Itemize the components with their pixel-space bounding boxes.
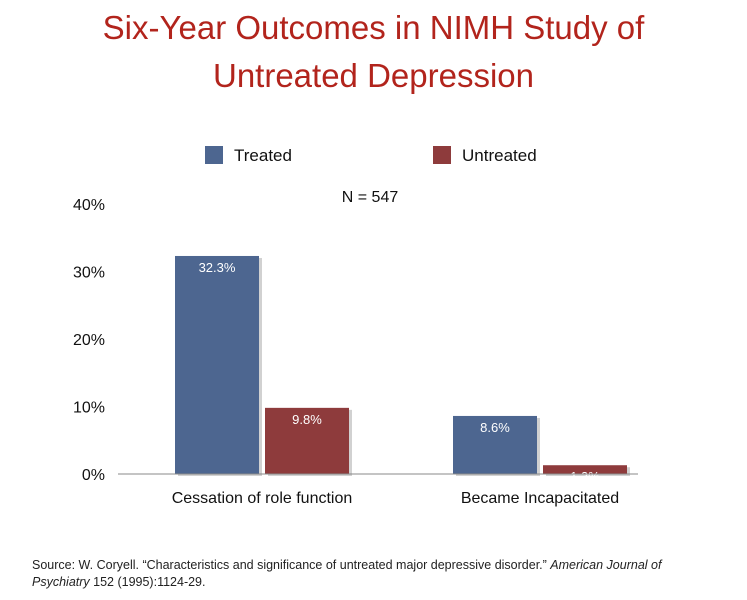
x-tick-label: Became Incapacitated (461, 490, 619, 507)
y-tick-label: 40% (73, 197, 105, 214)
y-tick-label: 0% (82, 467, 105, 484)
bar-value-label: 8.6% (480, 420, 510, 435)
bar (453, 415, 537, 474)
chart-title: Six-Year Outcomes in NIMH Study of Untre… (0, 4, 747, 100)
chart-title-line-1: Six-Year Outcomes in NIMH Study of (102, 9, 645, 46)
legend-label: Treated (234, 146, 292, 165)
y-tick-label: 30% (73, 265, 105, 282)
legend-swatch (205, 146, 223, 164)
source-citation: Source: W. Coryell. “Characteristics and… (32, 557, 722, 591)
bar (543, 465, 627, 474)
sample-size-note: N = 547 (342, 189, 399, 206)
bar (265, 407, 349, 474)
legend-swatch (433, 146, 451, 164)
bar-value-label: 32.3% (199, 260, 236, 275)
legend-label: Untreated (462, 146, 537, 165)
x-tick-label: Cessation of role function (172, 490, 353, 507)
bar-chart: 0% 10% 20% 30% 40% 32.3% 8.6% 9.8% 1.3% Cessation… (73, 146, 638, 507)
y-tick-label: 20% (73, 332, 105, 349)
bar-value-label: 9.8% (292, 412, 322, 427)
bar (175, 255, 259, 474)
source-journal: American Journal of Psychiatry (32, 558, 662, 589)
source-prefix: Source: W. Coryell. “Characteristics and… (32, 558, 551, 572)
chart-title-line-2: Untreated Depression (212, 57, 534, 94)
bar-value-label: 1.3% (570, 469, 600, 484)
source-suffix: 152 (1995):1124-29. (89, 575, 206, 589)
y-tick-label: 10% (73, 400, 105, 417)
